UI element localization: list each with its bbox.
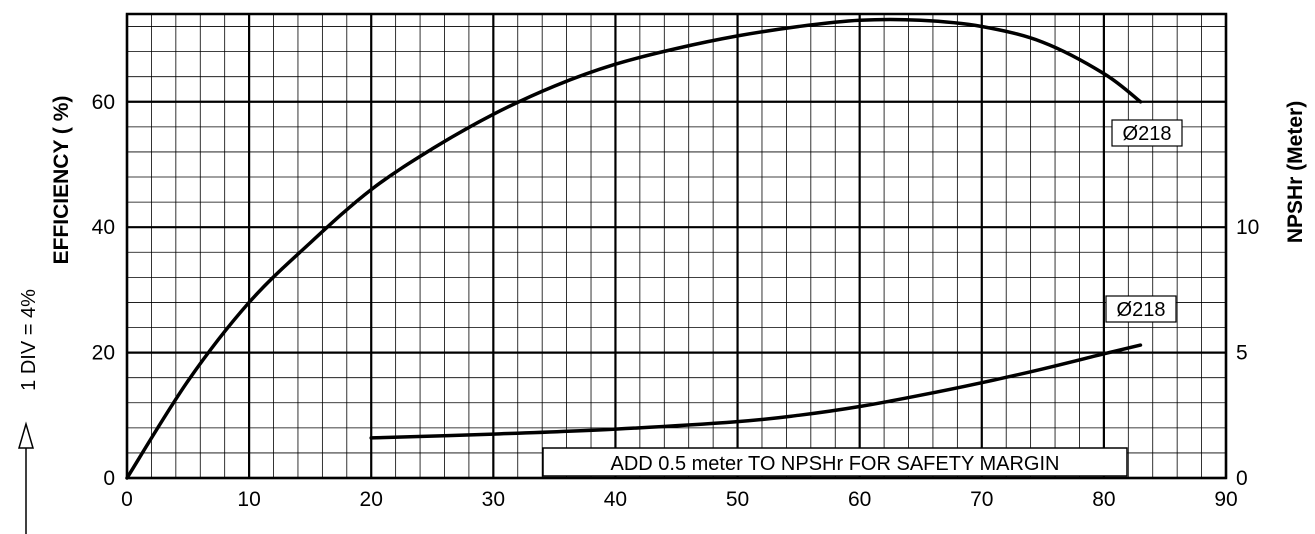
x-tick-label: 60 [848, 488, 871, 511]
grid-major-lines [125, 14, 1228, 480]
x-tick-label: 0 [121, 488, 133, 511]
x-tick-label: 30 [482, 488, 505, 511]
y2-tick-label: 10 [1236, 216, 1259, 239]
x-axis-ticks: 0 10 20 30 40 50 60 70 80 90 [121, 488, 1238, 511]
safety-margin-note: ADD 0.5 meter TO NPSHr FOR SAFETY MARGIN [611, 453, 1060, 475]
y-tick-label: 20 [92, 342, 115, 365]
division-note: 1 DIV = 4% [18, 289, 40, 534]
series-labels: Ø218 Ø218 [1105, 119, 1183, 323]
npshr-curve-label-box [1105, 295, 1177, 323]
y-tick-label: 0 [103, 467, 115, 490]
grid-minor-lines [127, 14, 1226, 478]
series-group [125, 17, 1143, 480]
x-tick-label: 40 [604, 488, 627, 511]
y2-tick-label: 5 [1236, 342, 1248, 365]
efficiency-curve-label-box [1111, 119, 1183, 147]
x-tick-label: 70 [970, 488, 993, 511]
plot-frame [125, 12, 1228, 480]
y-tick-label: 40 [92, 216, 115, 239]
y-tick-label: 60 [92, 91, 115, 114]
npshr-curve-label: Ø218 [1117, 299, 1166, 321]
y-axis-title: EFFICIENCY ( %) [50, 96, 73, 265]
note-box-frame [542, 447, 1128, 477]
y2-tick-label: 0 [1236, 467, 1248, 490]
x-tick-label: 20 [360, 488, 383, 511]
y2-axis-ticks: 0 5 10 [1236, 216, 1259, 490]
x-tick-label: 50 [726, 488, 749, 511]
x-tick-label: 80 [1092, 488, 1115, 511]
y-axis-ticks: 0 20 40 60 [92, 91, 115, 490]
efficiency-curve [125, 17, 1143, 480]
npshr-curve [369, 343, 1143, 440]
y2-axis-title: NPSHr (Meter) [1284, 101, 1307, 243]
note-box: ADD 0.5 meter TO NPSHr FOR SAFETY MARGIN [542, 447, 1128, 477]
efficiency-curve-label: Ø218 [1123, 123, 1172, 145]
division-arrow-head [18, 421, 34, 449]
x-tick-label: 90 [1214, 488, 1237, 511]
division-note-text: 1 DIV = 4% [18, 289, 40, 391]
x-tick-label: 10 [237, 488, 260, 511]
